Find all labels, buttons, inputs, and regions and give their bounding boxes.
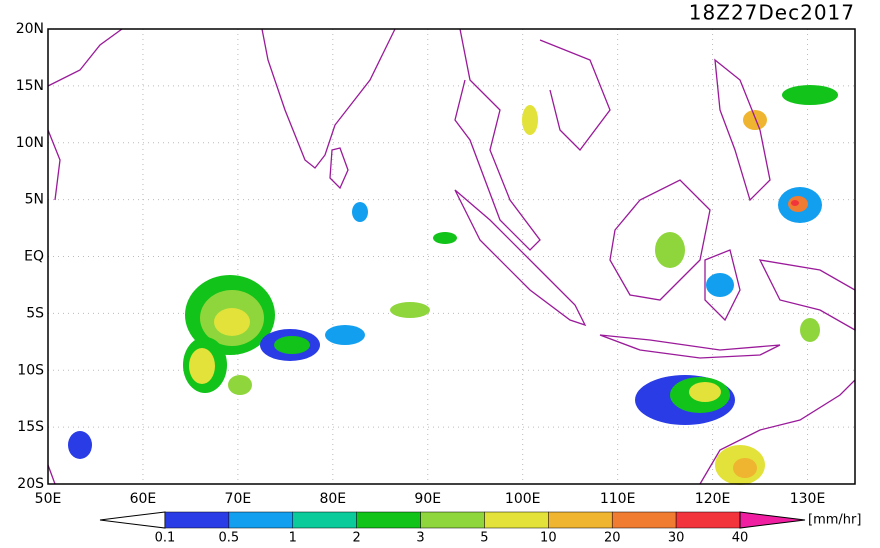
lat-label: 15S xyxy=(17,419,44,435)
colorbar-under xyxy=(99,511,166,529)
colorbar-label: 0.1 xyxy=(155,531,176,545)
colorbar-box xyxy=(164,511,230,529)
colorbar-label: 1 xyxy=(289,531,297,545)
lon-label: 130E xyxy=(790,491,826,507)
colorbar-box xyxy=(228,511,294,529)
lon-label: 120E xyxy=(695,491,731,507)
lat-label: 5N xyxy=(25,192,44,208)
colorbar-label: 40 xyxy=(732,531,749,545)
lat-label: EQ xyxy=(24,249,44,265)
colorbar-box xyxy=(675,511,741,529)
map-title: 18Z27Dec2017 xyxy=(689,1,855,25)
precipitation xyxy=(68,85,838,485)
lon-label: 100E xyxy=(505,491,541,507)
lat-label: 20S xyxy=(17,476,44,492)
lon-label: 70E xyxy=(225,491,252,507)
lat-label: 15N xyxy=(16,78,44,94)
map-frame xyxy=(47,28,856,485)
colorbar-label: 3 xyxy=(416,531,424,545)
lat-label: 5S xyxy=(26,305,44,321)
lat-label: 10S xyxy=(17,362,44,378)
coastlines xyxy=(47,28,856,485)
colorbar-label: 20 xyxy=(604,531,621,545)
lat-label: 20N xyxy=(16,21,44,37)
colorbar-label: 0.5 xyxy=(219,531,240,545)
colorbar-box xyxy=(484,511,549,529)
colorbar-box xyxy=(548,511,613,529)
lon-label: 80E xyxy=(319,491,346,507)
lon-label: 110E xyxy=(600,491,636,507)
colorbar-label: 2 xyxy=(353,531,361,545)
colorbar-box xyxy=(611,511,677,529)
colorbar-label: 30 xyxy=(668,531,685,545)
lat-label: 10N xyxy=(16,135,44,151)
lon-label: 50E xyxy=(35,491,62,507)
colorbar-label: 5 xyxy=(480,531,488,545)
lon-label: 90E xyxy=(414,491,441,507)
colorbar-over xyxy=(739,511,806,529)
colorbar-box xyxy=(420,511,485,529)
colorbar-box xyxy=(356,511,421,529)
colorbar-box xyxy=(292,511,357,529)
colorbar: 0.1 0.5 1 2 3 5 10 20 30 40 [mm/hr] xyxy=(99,511,861,546)
lon-label: 60E xyxy=(130,491,157,507)
colorbar-label: 10 xyxy=(540,531,557,545)
colorbar-unit: [mm/hr] xyxy=(808,513,861,528)
